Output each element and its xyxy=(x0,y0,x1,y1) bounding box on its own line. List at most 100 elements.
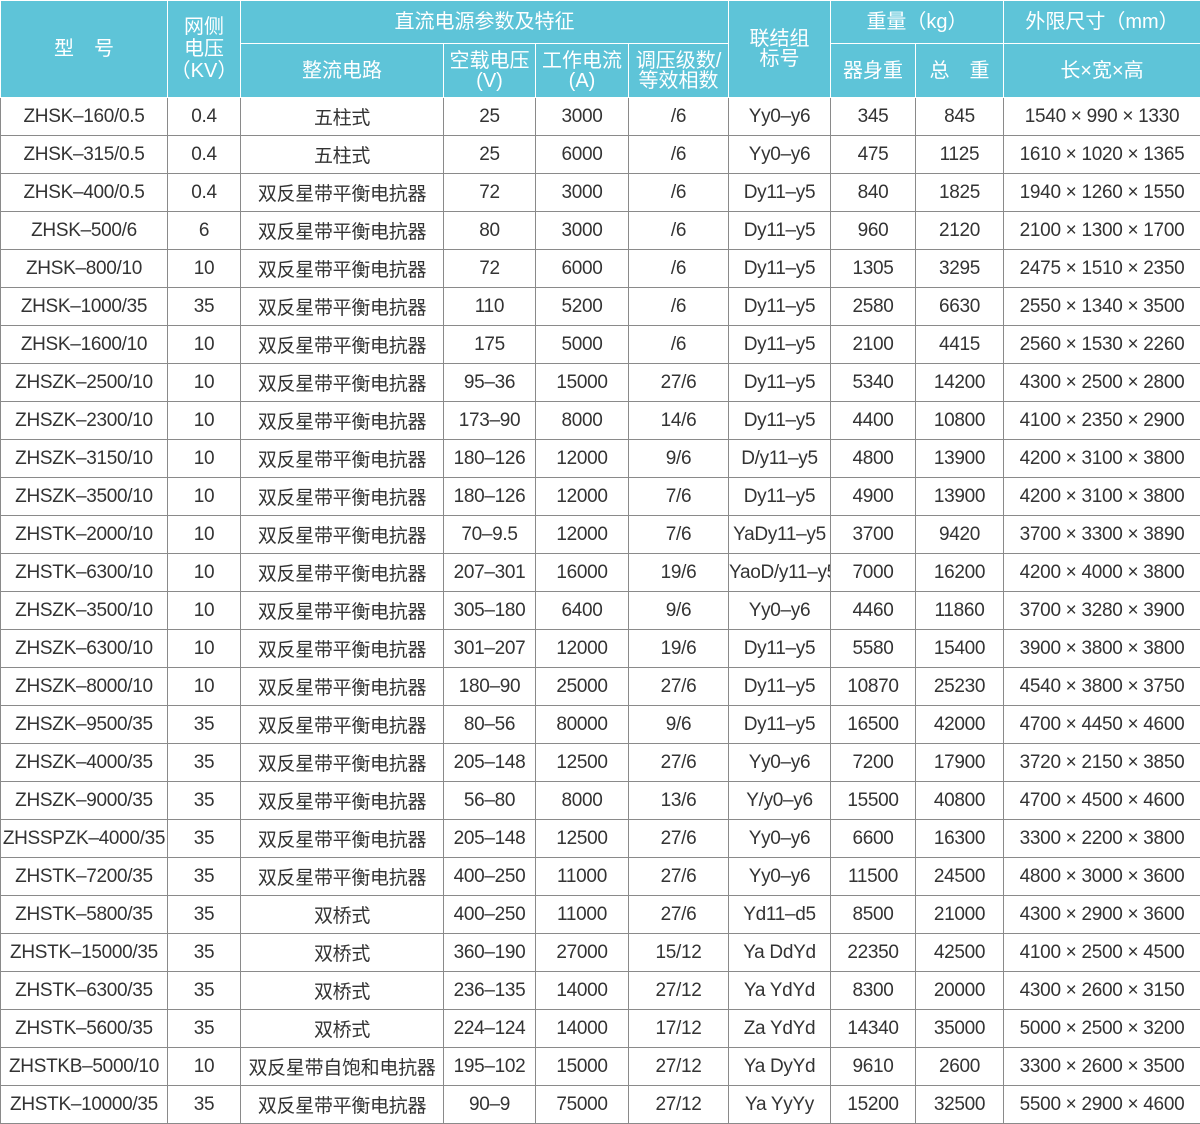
table-cell: ZHSTK–10000/35 xyxy=(0,1085,168,1124)
table-cell: 10 xyxy=(167,477,241,516)
table-cell: 80000 xyxy=(535,705,629,744)
table-cell: ZHSZK–9500/35 xyxy=(0,705,168,744)
table-cell: Ya DyYd xyxy=(728,1047,831,1086)
table-cell: 五柱式 xyxy=(240,97,444,136)
table-cell: 3720 × 2150 × 3850 xyxy=(1003,743,1200,782)
table-cell: 15500 xyxy=(830,781,916,820)
table-cell: 3000 xyxy=(535,97,629,136)
table-cell: 14200 xyxy=(915,363,1004,402)
table-cell: 27/6 xyxy=(628,743,729,782)
table-cell: 40800 xyxy=(915,781,1004,820)
table-cell: D/y11–y5 xyxy=(728,439,831,478)
table-cell: 8000 xyxy=(535,781,629,820)
table-cell: 12000 xyxy=(535,629,629,668)
header-cell: 器身重 xyxy=(830,43,916,98)
table-cell: 0.4 xyxy=(167,97,241,136)
header-cell: 整流电路 xyxy=(240,43,444,98)
table-cell: 5000 xyxy=(535,325,629,364)
table-cell: 236–135 xyxy=(443,971,536,1010)
table-cell: 双反星带平衡电抗器 xyxy=(240,515,444,554)
table-cell: 27/6 xyxy=(628,895,729,934)
table-cell: 双反星带平衡电抗器 xyxy=(240,705,444,744)
table-cell: 13900 xyxy=(915,477,1004,516)
table-row: ZHSTK–2000/10 10 双反星带平衡电抗器 70–9.5 12000 7/6 Ya… xyxy=(0,515,1200,554)
table-cell: 9610 xyxy=(830,1047,916,1086)
table-cell: 4300 × 2500 × 2800 xyxy=(1003,363,1200,402)
table-cell: 2475 × 1510 × 2350 xyxy=(1003,249,1200,288)
table-cell: 6630 xyxy=(915,287,1004,326)
table-cell: ZHSTKB–5000/10 xyxy=(0,1047,168,1086)
table-cell: ZHSZK–4000/35 xyxy=(0,743,168,782)
table-cell: 27/6 xyxy=(628,667,729,706)
header-cell: 长×宽×高 xyxy=(1003,43,1200,98)
table-row: ZHSZK–3500/10 10 双反星带平衡电抗器 180–126 12000 7/6 D… xyxy=(0,477,1200,516)
table-cell: 10 xyxy=(167,249,241,288)
table-cell: ZHSZK–3500/10 xyxy=(0,591,168,630)
table-cell: 15200 xyxy=(830,1085,916,1124)
table-cell: 27/6 xyxy=(628,363,729,402)
table-cell: 2100 × 1300 × 1700 xyxy=(1003,211,1200,250)
table-row: ZHSZK–9000/35 35 双反星带平衡电抗器 56–80 8000 13/6 Y/y… xyxy=(0,781,1200,820)
table-cell: 双反星带平衡电抗器 xyxy=(240,629,444,668)
table-cell: 180–90 xyxy=(443,667,536,706)
table-cell: Dy11–y5 xyxy=(728,173,831,212)
table-cell: ZHSK–1600/10 xyxy=(0,325,168,364)
table-cell: 7200 xyxy=(830,743,916,782)
table-cell: 双反星带平衡电抗器 xyxy=(240,1085,444,1124)
header-cell: 空载电压 (V) xyxy=(443,43,536,98)
table-cell: 27/6 xyxy=(628,819,729,858)
table-cell: ZHSTK–2000/10 xyxy=(0,515,168,554)
table-cell: 27000 xyxy=(535,933,629,972)
table-cell: 35 xyxy=(167,781,241,820)
table-cell: Y/y0–y6 xyxy=(728,781,831,820)
table-cell: Dy11–y5 xyxy=(728,667,831,706)
table-cell: 8000 xyxy=(535,401,629,440)
table-cell: 35 xyxy=(167,857,241,896)
table-cell: 24500 xyxy=(915,857,1004,896)
header-cell: 联结组 标号 xyxy=(728,0,831,98)
table-cell: 双反星带平衡电抗器 xyxy=(240,173,444,212)
table-row: ZHSK–160/0.5 0.4 五柱式 25 3000/6 Yy0–y6 345 845 15… xyxy=(0,97,1200,136)
table-cell: Ya YdYd xyxy=(728,971,831,1010)
table-cell: 3300 × 2200 × 3800 xyxy=(1003,819,1200,858)
table-cell: 360–190 xyxy=(443,933,536,972)
table-cell: 5580 xyxy=(830,629,916,668)
table-cell: 25000 xyxy=(535,667,629,706)
table-cell: 11500 xyxy=(830,857,916,896)
table-cell: 4415 xyxy=(915,325,1004,364)
table-cell: 9420 xyxy=(915,515,1004,554)
table-cell: 2560 × 1530 × 2260 xyxy=(1003,325,1200,364)
table-cell: 14340 xyxy=(830,1009,916,1048)
table-cell: /6 xyxy=(628,325,729,364)
table-cell: 4540 × 3800 × 3750 xyxy=(1003,667,1200,706)
table-cell: 95–36 xyxy=(443,363,536,402)
table-cell: 7000 xyxy=(830,553,916,592)
table-cell: ZHSZK–8000/10 xyxy=(0,667,168,706)
table-cell: 双桥式 xyxy=(240,971,444,1010)
table-cell: Dy11–y5 xyxy=(728,287,831,326)
table-cell: Yy0–y6 xyxy=(728,97,831,136)
table-cell: 70–9.5 xyxy=(443,515,536,554)
table-cell: 224–124 xyxy=(443,1009,536,1048)
table-cell: Ya YyYy xyxy=(728,1085,831,1124)
table-cell: 110 xyxy=(443,287,536,326)
table-cell: 9/6 xyxy=(628,705,729,744)
table-cell: 1610 × 1020 × 1365 xyxy=(1003,135,1200,174)
table-cell: 2550 × 1340 × 3500 xyxy=(1003,287,1200,326)
table-cell: ZHSK–500/6 xyxy=(0,211,168,250)
table-cell: ZHSK–400/0.5 xyxy=(0,173,168,212)
table-cell: 1305 xyxy=(830,249,916,288)
table-cell: 27/12 xyxy=(628,1085,729,1124)
table-cell: 10 xyxy=(167,515,241,554)
table-cell: 301–207 xyxy=(443,629,536,668)
table-cell: 4900 xyxy=(830,477,916,516)
table-row: ZHSK–500/6 6 双反星带平衡电抗器 80 3000/6 Dy11–y5 960 21… xyxy=(0,211,1200,250)
table-cell: 10 xyxy=(167,553,241,592)
table-cell: 双反星带平衡电抗器 xyxy=(240,667,444,706)
table-cell: 35 xyxy=(167,743,241,782)
table-cell: 12000 xyxy=(535,515,629,554)
table-cell: Yy0–y6 xyxy=(728,135,831,174)
table-cell: 175 xyxy=(443,325,536,364)
table-cell: ZHSZK–6300/10 xyxy=(0,629,168,668)
table-cell: 11000 xyxy=(535,857,629,896)
